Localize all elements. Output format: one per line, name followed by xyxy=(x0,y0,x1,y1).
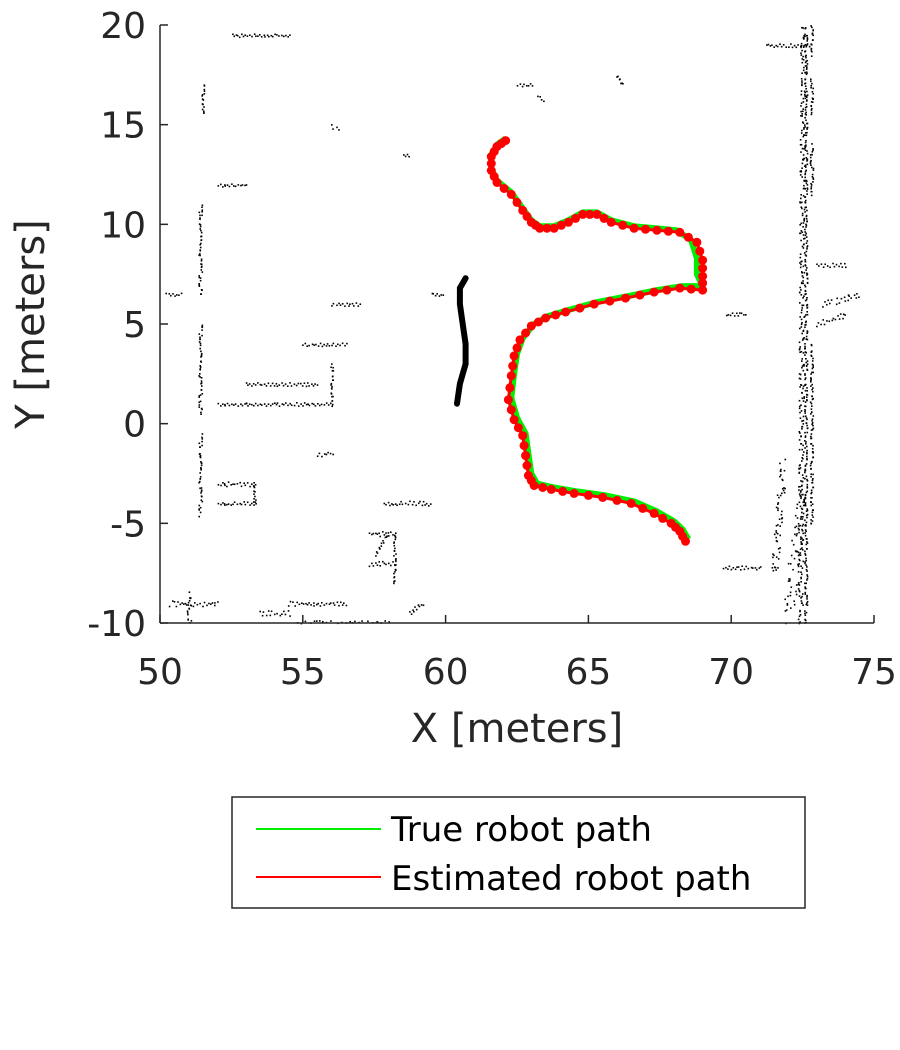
estimated-path-point xyxy=(512,343,522,353)
legend: True robot path Estimated robot path xyxy=(231,796,806,909)
estimated-path-point xyxy=(521,451,531,461)
estimated-path-point xyxy=(652,225,662,235)
legend-label-true-path: True robot path xyxy=(390,810,652,850)
estimated-path-point xyxy=(638,503,648,513)
y-tick-label: -5 xyxy=(110,504,146,545)
estimated-path-point xyxy=(635,290,645,300)
estimated-path-point xyxy=(618,220,628,230)
estimated-path-point xyxy=(486,159,496,168)
series-layer xyxy=(486,136,708,546)
y-tick-label: 15 xyxy=(100,106,146,147)
estimated-path-point xyxy=(512,197,522,207)
estimated-path-point xyxy=(598,492,608,502)
estimated-path-point xyxy=(518,205,528,215)
estimated-path-point xyxy=(533,317,543,327)
x-tick-label: 55 xyxy=(280,652,326,693)
y-tick-label: 0 xyxy=(123,405,146,446)
estimated-path-point xyxy=(541,313,551,323)
estimated-path-point xyxy=(556,220,566,230)
estimated-path-point xyxy=(583,490,593,500)
estimated-path-point xyxy=(585,209,595,219)
estimated-path-point xyxy=(522,461,532,470)
estimated-path-point xyxy=(508,361,518,371)
estimated-path-point xyxy=(575,303,585,313)
estimated-path-point xyxy=(605,296,615,306)
estimated-path-point xyxy=(592,209,602,219)
estimated-path-point xyxy=(513,423,523,433)
estimated-path-point xyxy=(695,246,705,256)
estimated-path-point xyxy=(506,189,516,199)
estimated-path-point xyxy=(698,278,708,288)
x-axis-label: X [meters] xyxy=(411,706,623,752)
estimated-path-point xyxy=(558,486,568,496)
estimated-path-point xyxy=(506,371,516,381)
estimated-path-point xyxy=(698,285,708,295)
estimated-path-point xyxy=(641,224,650,234)
estimated-path-point xyxy=(662,285,672,295)
estimated-path-point xyxy=(551,310,561,320)
estimated-path-point xyxy=(698,271,708,281)
x-tick-label: 60 xyxy=(423,652,469,693)
estimated-path-point xyxy=(569,488,579,498)
x-tick-label: 75 xyxy=(851,652,897,693)
estimated-path-point xyxy=(561,307,571,317)
y-axis-label: Y [meters] xyxy=(8,219,54,430)
estimated-path-point xyxy=(626,498,636,508)
estimated-path-point xyxy=(698,263,708,273)
estimated-path-point xyxy=(629,223,639,233)
estimated-path-point xyxy=(549,223,559,233)
axes xyxy=(159,25,874,624)
estimated-path-point xyxy=(542,223,552,233)
estimated-path-point xyxy=(683,232,693,242)
estimated-path-point xyxy=(663,226,673,236)
estimated-path-point xyxy=(658,513,668,523)
estimated-path-point xyxy=(509,351,519,361)
estimated-path-point xyxy=(506,405,516,415)
x-tick-label: 50 xyxy=(137,652,183,693)
estimated-path-point xyxy=(515,335,525,345)
estimated-path-point xyxy=(486,166,496,175)
estimated-path-point xyxy=(499,184,509,193)
x-tick-label: 65 xyxy=(565,652,611,693)
estimated-path-point xyxy=(563,217,573,227)
estimated-path-point xyxy=(675,283,685,293)
legend-label-estimated-path: Estimated robot path xyxy=(391,859,751,899)
estimated-path-point xyxy=(578,209,588,219)
estimated-path-point xyxy=(518,431,528,441)
estimated-path-point xyxy=(606,217,616,227)
estimated-path-point xyxy=(571,213,580,223)
estimated-path-point xyxy=(501,136,511,146)
estimated-path-point xyxy=(523,471,533,480)
y-tick-label: 10 xyxy=(100,205,146,246)
estimated-path-point xyxy=(526,321,536,331)
estimated-path-point xyxy=(599,213,609,223)
estimated-path-point xyxy=(505,383,515,393)
x-tick-label: 70 xyxy=(708,652,754,693)
estimated-path-point xyxy=(675,227,685,237)
estimated-path-point xyxy=(692,237,702,247)
occupancy-map xyxy=(165,25,860,625)
estimated-path-point xyxy=(589,299,599,309)
estimated-path-point xyxy=(503,395,513,405)
estimated-path-point xyxy=(649,287,659,297)
legend-box xyxy=(231,796,806,909)
y-tick-label: -10 xyxy=(87,604,146,645)
estimated-path-point xyxy=(612,495,622,505)
estimated-path-point xyxy=(509,415,519,425)
estimated-path-point xyxy=(621,293,630,303)
estimated-path-point xyxy=(538,483,548,492)
estimated-path-point xyxy=(686,284,696,294)
obstacle xyxy=(454,275,469,407)
estimated-path-point xyxy=(521,328,531,338)
estimated-path-point xyxy=(519,441,529,451)
estimated-path-point xyxy=(698,255,708,265)
estimated-path-point xyxy=(546,484,556,494)
estimated-path-point xyxy=(649,508,659,518)
y-tick-label: 5 xyxy=(123,305,146,346)
estimated-path-point xyxy=(666,518,676,528)
y-tick-label: 20 xyxy=(100,6,146,47)
